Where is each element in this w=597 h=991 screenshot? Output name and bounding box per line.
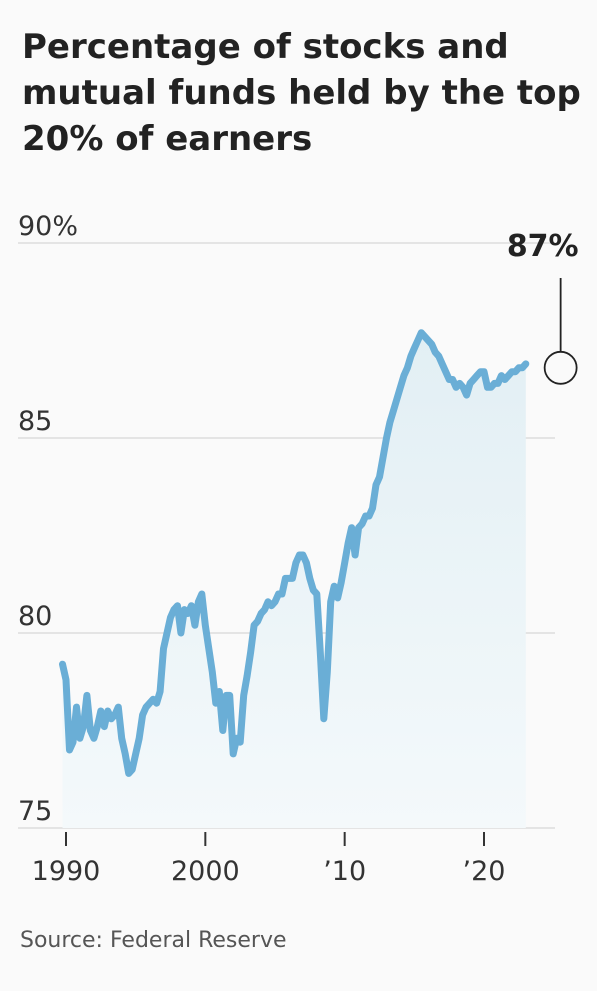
series-line-path (59, 329, 530, 777)
x-tick-label: 2000 (171, 856, 240, 887)
x-tick-label: ’10 (323, 856, 366, 887)
x-axis: 1990 2000 ’10 ’20 (32, 832, 506, 887)
x-tick-label: ’20 (463, 856, 506, 887)
chart-area: 90% 85 80 75 1990 2000 ’10 ’20 87% (0, 190, 597, 910)
y-tick-label: 85 (18, 406, 52, 437)
callout-label: 87% (507, 229, 579, 264)
x-tick-label: 1990 (32, 856, 101, 887)
chart-title: Percentage of stocks and mutual funds he… (22, 27, 581, 159)
y-axis: 90% 85 80 75 (18, 211, 78, 827)
y-tick-label: 80 (18, 601, 52, 632)
line-chart: 90% 85 80 75 1990 2000 ’10 ’20 87% (18, 211, 579, 887)
source-note: Source: Federal Reserve (20, 928, 287, 953)
y-tick-label: 75 (18, 796, 52, 827)
series-line (59, 329, 530, 777)
y-tick-label: 90% (18, 211, 78, 242)
callout: 87% (507, 229, 579, 385)
callout-circle (543, 350, 578, 385)
